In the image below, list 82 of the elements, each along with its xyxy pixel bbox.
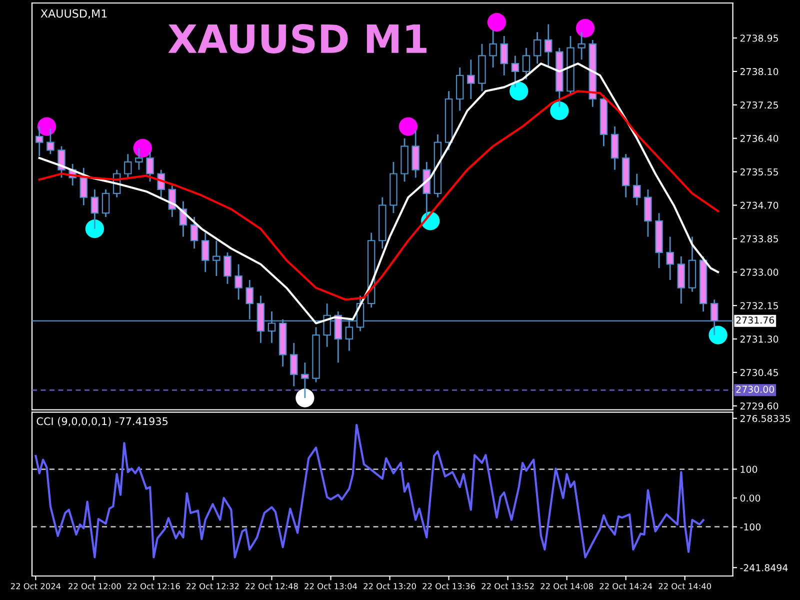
y-tick-label: 2729.60 xyxy=(740,402,778,410)
ref-line-label: 2731.76 xyxy=(736,316,774,324)
candlestick xyxy=(544,24,552,68)
x-tick-label: 22 Oct 12:48 xyxy=(246,583,298,590)
chart-title: CCI (9,0,0,0,1) -77.41935 xyxy=(36,417,168,426)
x-tick-label: 22 Oct 14:24 xyxy=(600,583,652,590)
y-tick-label: 0.00 xyxy=(740,494,760,502)
chart-subtitle: XAUUSD,M1 xyxy=(40,9,107,19)
candlestick xyxy=(58,146,66,178)
y-tick-label: 2732.15 xyxy=(740,302,778,310)
point xyxy=(133,138,152,158)
x-tick-label: 22 Oct 12:00 xyxy=(68,583,121,590)
candlestick xyxy=(633,173,641,206)
candlestick xyxy=(201,232,210,273)
x-tick-label: 22 Oct 12:16 xyxy=(128,583,180,590)
candlestick xyxy=(146,151,154,182)
candlestick xyxy=(80,167,88,206)
candlestick xyxy=(246,279,254,320)
y-tick-label: -241.8494 xyxy=(740,564,788,572)
candlestick xyxy=(489,29,497,68)
y-tick-label: 2738.10 xyxy=(740,68,778,76)
x-tick-label: 22 Oct 12:32 xyxy=(186,583,239,590)
candlestick xyxy=(500,35,508,76)
candlestick xyxy=(135,147,143,171)
point xyxy=(550,101,569,120)
candlestick xyxy=(90,188,99,230)
candlestick xyxy=(301,362,309,399)
candlestick xyxy=(511,55,520,88)
candlestick xyxy=(578,31,586,60)
candlestick xyxy=(345,318,354,352)
line-series xyxy=(38,62,720,324)
x-tick-label: 22 Oct 14:08 xyxy=(540,583,593,590)
y-tick-label: 2733.00 xyxy=(740,268,778,276)
x-tick-label: 22 Oct 14:40 xyxy=(658,583,712,590)
y-tick-label: 2730.45 xyxy=(740,369,778,376)
point xyxy=(37,117,56,136)
line-series xyxy=(38,90,720,301)
y-tick-label: 276.58335 xyxy=(740,414,790,422)
y-tick-label: 2734.70 xyxy=(740,202,778,209)
candlestick xyxy=(268,310,276,344)
candlestick xyxy=(212,240,220,277)
point xyxy=(296,388,314,408)
ref-line-label: 2730.00 xyxy=(736,386,774,393)
y-tick-label: 100 xyxy=(740,466,758,473)
candlestick xyxy=(467,58,475,100)
candlestick xyxy=(666,236,674,281)
y-tick-label: -100 xyxy=(740,523,761,530)
candlestick xyxy=(190,216,198,250)
y-tick-label: 2736.40 xyxy=(740,134,778,142)
point xyxy=(576,18,595,38)
candlestick xyxy=(677,256,686,304)
y-tick-label: 2733.85 xyxy=(740,235,778,242)
candlestick xyxy=(610,126,619,171)
candlestick xyxy=(102,188,110,218)
candlestick xyxy=(323,302,331,348)
candlestick xyxy=(46,128,54,155)
candlestick xyxy=(224,252,232,285)
candlestick xyxy=(36,126,44,157)
y-tick-label: 2735.55 xyxy=(740,168,778,176)
point xyxy=(85,220,104,238)
x-tick-label: 22 Oct 2024 xyxy=(10,583,61,590)
x-tick-label: 22 Oct 13:04 xyxy=(304,583,358,590)
candlestick xyxy=(533,31,542,64)
x-tick-label: 22 Oct 13:52 xyxy=(482,583,534,590)
candlestick xyxy=(644,188,652,238)
x-tick-label: 22 Oct 13:36 xyxy=(422,583,475,590)
point xyxy=(510,82,528,100)
candlestick xyxy=(456,66,464,112)
candlestick xyxy=(290,342,298,387)
x-tick-label: 22 Oct 13:20 xyxy=(364,583,416,590)
candlestick xyxy=(124,153,132,178)
candlestick xyxy=(710,298,718,336)
point xyxy=(398,117,418,136)
y-tick-label: 2738.95 xyxy=(740,34,778,42)
chart-title: XAUUSD M1 xyxy=(168,24,426,54)
point xyxy=(487,12,506,32)
y-tick-label: 2737.25 xyxy=(740,101,778,109)
candlestick xyxy=(522,47,530,80)
candlestick xyxy=(234,264,242,300)
candlestick xyxy=(412,130,420,178)
y-tick-label: 2731.30 xyxy=(740,336,778,343)
point xyxy=(708,326,728,344)
